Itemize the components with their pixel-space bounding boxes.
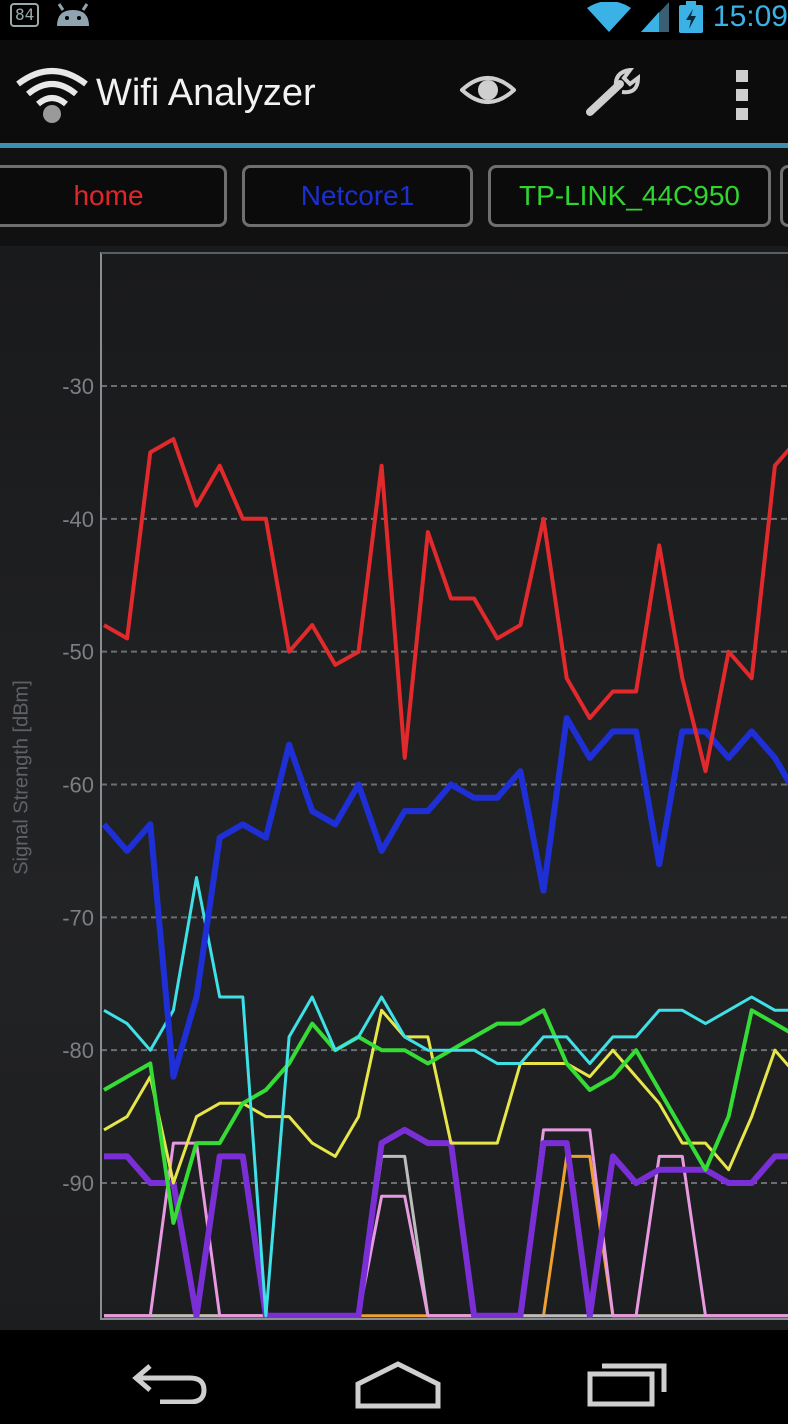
y-tick-label: -80	[62, 1038, 94, 1063]
ssid-tab-label: Netcore1	[300, 180, 415, 211]
y-tick-label: -70	[62, 905, 94, 930]
y-tick-label: -40	[62, 507, 94, 532]
ssid-tab-partial[interactable]	[780, 165, 788, 227]
series-layer	[101, 437, 788, 1319]
navigation-bar	[0, 1330, 788, 1424]
ssid-tab-label: TP-LINK_44C950	[518, 180, 740, 211]
y-tick-label: -90	[62, 1171, 94, 1196]
series-line-home	[103, 437, 788, 774]
app-title: Wifi Analyzer	[96, 72, 316, 114]
ssid-tab-strip: home Netcore1 TP-LINK_44C950	[0, 148, 788, 246]
series-line-network-4	[103, 1008, 788, 1185]
y-tick-labels: -30 -40 -50 -60 -70 -80 -90	[62, 374, 94, 1196]
battery-icon	[678, 1, 703, 33]
grid-layer	[101, 385, 788, 1184]
eye-icon[interactable]	[460, 68, 516, 112]
y-tick-label: -30	[62, 374, 94, 399]
back-icon[interactable]	[130, 1360, 210, 1404]
ssid-tab-label: home	[73, 180, 144, 211]
status-time: 15:09	[712, 0, 788, 33]
action-bar: Wifi Analyzer	[0, 40, 788, 148]
signal-chart: -30 -40 -50 -60 -70 -80 -90 Signal Strength [d…	[0, 246, 788, 1330]
status-bar: 84 15:09	[0, 0, 788, 40]
axis-layer	[100, 252, 788, 1320]
android-icon	[57, 3, 90, 26]
home-icon[interactable]	[354, 1360, 442, 1410]
notification-badge: 84	[10, 3, 40, 27]
wifi-signal-icon	[586, 2, 631, 32]
status-indicators: 15:09	[586, 0, 788, 34]
status-notifications: 84	[10, 2, 93, 28]
y-tick-label: -60	[62, 773, 94, 798]
series-line-netcore1	[101, 715, 788, 1080]
series-line-network-6	[104, 1128, 788, 1318]
ssid-tab-home[interactable]: home	[0, 165, 227, 227]
y-tick-label: -50	[62, 640, 94, 665]
ssid-tab-netcore1[interactable]: Netcore1	[242, 165, 473, 227]
recent-apps-icon[interactable]	[586, 1360, 670, 1408]
wrench-icon[interactable]	[584, 68, 646, 118]
y-axis-label: Signal Strength [dBm]	[10, 680, 33, 875]
wifi-app-icon[interactable]	[14, 62, 90, 128]
signal-chart-svg: -30 -40 -50 -60 -70 -80 -90	[62, 252, 788, 1320]
cell-signal-icon	[640, 2, 669, 32]
ssid-tab-tp-link[interactable]: TP-LINK_44C950	[488, 165, 771, 227]
series-line-network-2	[103, 876, 788, 1318]
overflow-menu-icon[interactable]	[734, 68, 750, 122]
